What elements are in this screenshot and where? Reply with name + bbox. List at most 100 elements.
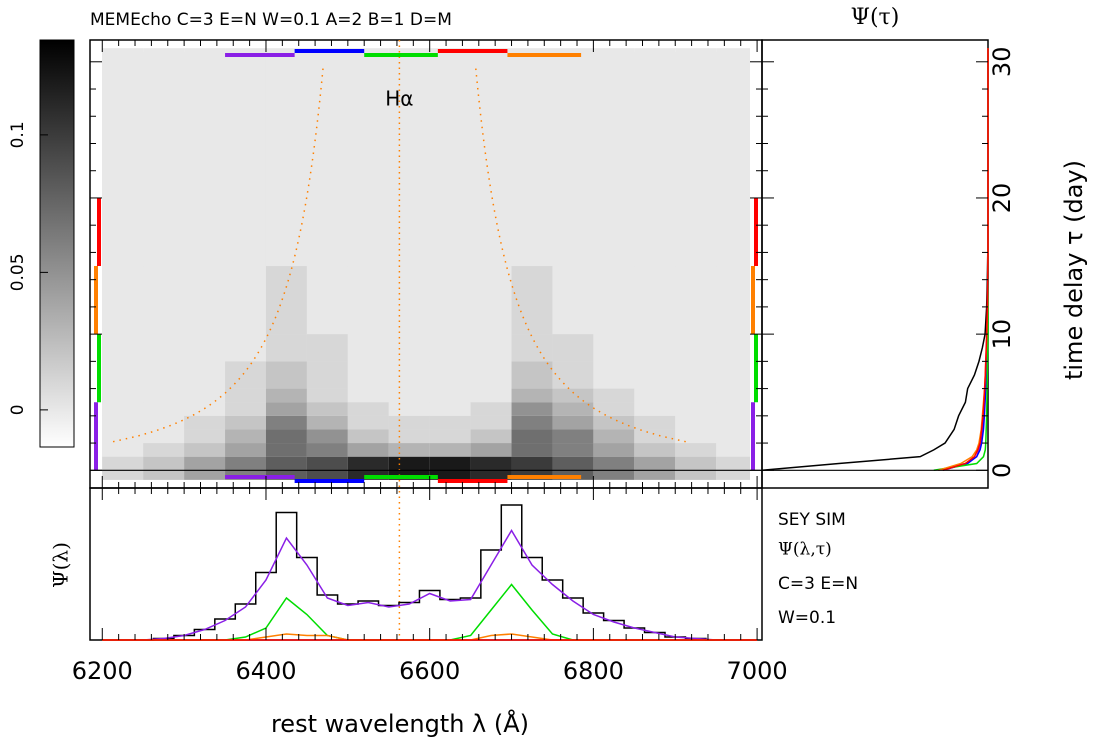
map-cell (634, 402, 676, 416)
map-cell (470, 456, 512, 480)
map-cell (511, 361, 553, 389)
map-cell (225, 456, 266, 480)
map-cell (306, 415, 348, 430)
map-cell (143, 402, 185, 416)
map-cell (388, 334, 430, 362)
map-cell (102, 334, 144, 362)
x-tick-label: 7000 (727, 657, 788, 685)
plot-layer (102, 48, 750, 480)
map-cell (634, 334, 676, 362)
map-cell (511, 456, 553, 480)
map-cell (347, 388, 389, 403)
map-cell (675, 361, 717, 389)
map-cell (593, 266, 635, 335)
line-label: Hα (385, 87, 413, 111)
map-cell (102, 402, 144, 416)
map-cell (184, 456, 226, 480)
map-cell (265, 415, 307, 430)
map-cell (716, 402, 750, 416)
map-cell (429, 415, 471, 430)
map-cell (716, 456, 750, 480)
map-cell (225, 266, 266, 335)
x-tick-label: 6200 (72, 657, 133, 685)
map-cell (470, 266, 512, 335)
map-cell (675, 443, 717, 457)
map-cell (102, 443, 144, 457)
map-cell (347, 443, 389, 457)
map-cell (716, 443, 750, 457)
map-cell (184, 443, 226, 457)
chart-title: MEMEcho C=3 E=N W=0.1 A=2 B=1 D=M (90, 10, 452, 30)
x-tick-label: 6800 (563, 657, 624, 685)
map-cell (593, 415, 635, 430)
colorbar-tick-label: 0.05 (8, 253, 28, 291)
map-cell (593, 361, 635, 389)
map-cell (306, 388, 348, 403)
y-axis-label: time delay τ (day) (1060, 160, 1088, 380)
delay-frame (761, 39, 989, 489)
y-tick-label: 20 (988, 183, 1016, 214)
map-cell (102, 456, 144, 480)
map-cell (552, 48, 594, 267)
map-cell (143, 361, 185, 389)
y-tick-label: 0 (988, 463, 1016, 478)
map-cell (143, 415, 185, 430)
map-cell (511, 266, 553, 335)
map-cell (593, 388, 635, 403)
map-cell (552, 334, 594, 362)
map-cell (675, 456, 717, 480)
map-cell (347, 415, 389, 430)
map-cell (716, 361, 750, 389)
map-cell (552, 456, 594, 480)
map-cell (511, 402, 553, 416)
map-cell (429, 48, 471, 267)
map-cell (265, 402, 307, 416)
note: C=3 E=N (778, 574, 858, 594)
map-cell (225, 402, 266, 416)
map-cell (306, 361, 348, 389)
map-cell (552, 429, 594, 444)
delay-title: Ψ(τ) (851, 5, 900, 30)
map-cell (511, 334, 553, 362)
map-cell (388, 48, 430, 267)
map-cell (716, 415, 750, 430)
map-cell (675, 388, 717, 403)
map-cell (143, 334, 185, 362)
series-line (102, 529, 758, 641)
map-cell (429, 361, 471, 389)
map-cell (470, 415, 512, 430)
profile-frame (89, 487, 763, 641)
colorbar-tick-label: 0 (8, 404, 28, 415)
map-cell (184, 388, 226, 403)
map-cell (593, 402, 635, 416)
map-cell (225, 48, 266, 267)
map-cell (716, 48, 750, 267)
x-tick-label: 6400 (235, 657, 296, 685)
map-cell (225, 443, 266, 457)
map-cell (552, 266, 594, 335)
map-cell (634, 443, 676, 457)
map-cell (265, 429, 307, 444)
map-cell (511, 429, 553, 444)
map-cell (634, 388, 676, 403)
map-cell (225, 415, 266, 430)
map-cell (429, 266, 471, 335)
map-cell (470, 402, 512, 416)
map-cell (388, 388, 430, 403)
map-cell (593, 48, 635, 267)
map-cell (716, 388, 750, 403)
map-cell (716, 334, 750, 362)
series-line (761, 48, 989, 472)
map-cell (306, 48, 348, 267)
map-cell (102, 361, 144, 389)
map-cell (143, 388, 185, 403)
map-cell (675, 415, 717, 430)
map-cell (675, 266, 717, 335)
map-cell (225, 388, 266, 403)
map-cell (143, 429, 185, 444)
map-cell (716, 429, 750, 444)
map-cell (470, 48, 512, 267)
map-cell (265, 48, 307, 267)
y-tick-label: 10 (988, 319, 1016, 350)
